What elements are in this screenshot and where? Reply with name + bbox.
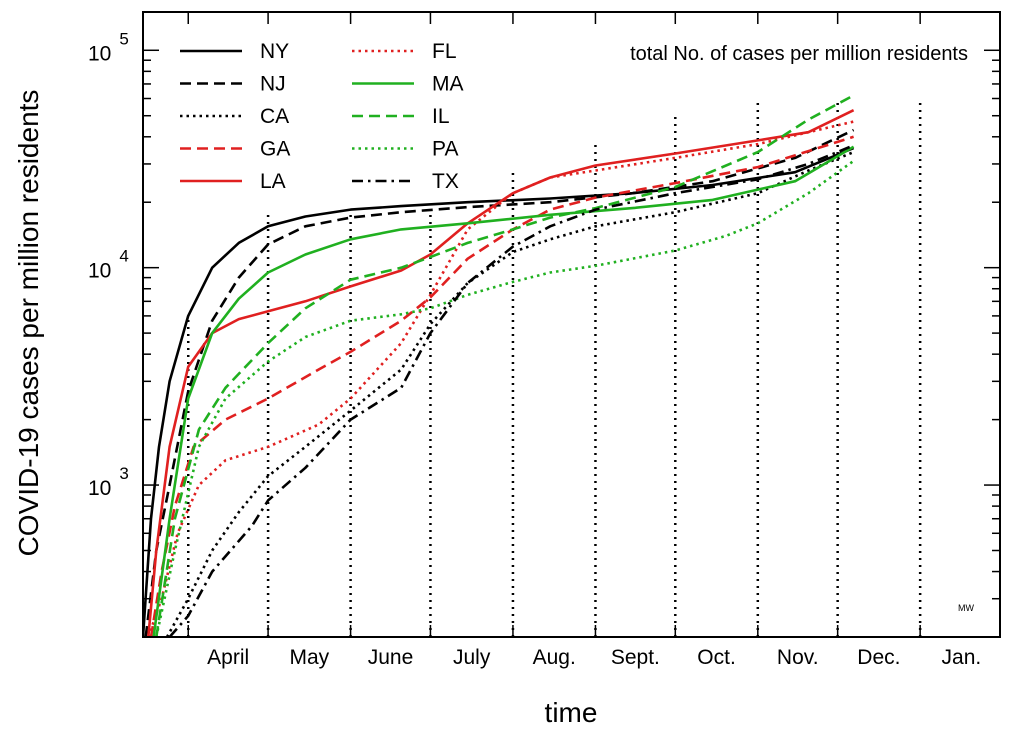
x-tick-label: April bbox=[207, 646, 249, 669]
annotation-text: total No. of cases per million residents bbox=[630, 43, 968, 65]
month-guide-lines bbox=[186, 98, 922, 637]
series-line-fl bbox=[147, 120, 854, 637]
x-tick-label: June bbox=[368, 646, 414, 669]
series-line-ga bbox=[149, 135, 854, 637]
legend-label-tx: TX bbox=[432, 170, 459, 193]
legend-label-ca: CA bbox=[260, 105, 289, 128]
legend-label-fl: FL bbox=[432, 40, 457, 63]
x-tick-label: Dec. bbox=[857, 646, 900, 669]
series-line-tx bbox=[168, 144, 855, 637]
x-tick-label: May bbox=[289, 646, 329, 669]
x-axis-label: time bbox=[545, 697, 598, 728]
legend-label-pa: PA bbox=[432, 138, 458, 161]
x-tick-label: Sept. bbox=[611, 646, 660, 669]
x-tick-label: July bbox=[453, 646, 491, 669]
series-layer bbox=[143, 94, 855, 637]
series-line-la bbox=[147, 109, 855, 637]
y-tick-label: 103 bbox=[88, 464, 129, 500]
y-axis-label: COVID-19 cases per million residents bbox=[13, 90, 44, 557]
series-line-pa bbox=[155, 159, 855, 637]
legend: NY NJ CA GA LA FL MA IL PA TX bbox=[180, 40, 464, 193]
x-tick-label: Oct. bbox=[697, 646, 736, 669]
x-axis-ticks: April May June July Aug. Sept. Oct. Nov. Dec. Jan… bbox=[187, 12, 982, 669]
signature-mark: MW bbox=[958, 603, 974, 613]
legend-label-ma: MA bbox=[432, 73, 464, 96]
plot-frame bbox=[142, 11, 1001, 638]
legend-label-il: IL bbox=[432, 105, 450, 128]
x-tick-label: Jan. bbox=[942, 646, 982, 669]
series-line-nj bbox=[144, 128, 855, 637]
x-tick-label: Nov. bbox=[777, 646, 819, 669]
y-tick-label: 105 bbox=[88, 29, 129, 65]
legend-label-ny: NY bbox=[260, 40, 289, 63]
y-tick-label: 104 bbox=[88, 247, 129, 283]
legend-label-ga: GA bbox=[260, 138, 290, 161]
series-line-il bbox=[155, 94, 855, 637]
series-line-ma bbox=[152, 145, 855, 637]
y-axis-ticks: 103 104 105 bbox=[88, 29, 1000, 638]
x-tick-label: Aug. bbox=[533, 646, 576, 669]
legend-label-la: LA bbox=[260, 170, 286, 193]
legend-label-nj: NJ bbox=[260, 73, 286, 96]
